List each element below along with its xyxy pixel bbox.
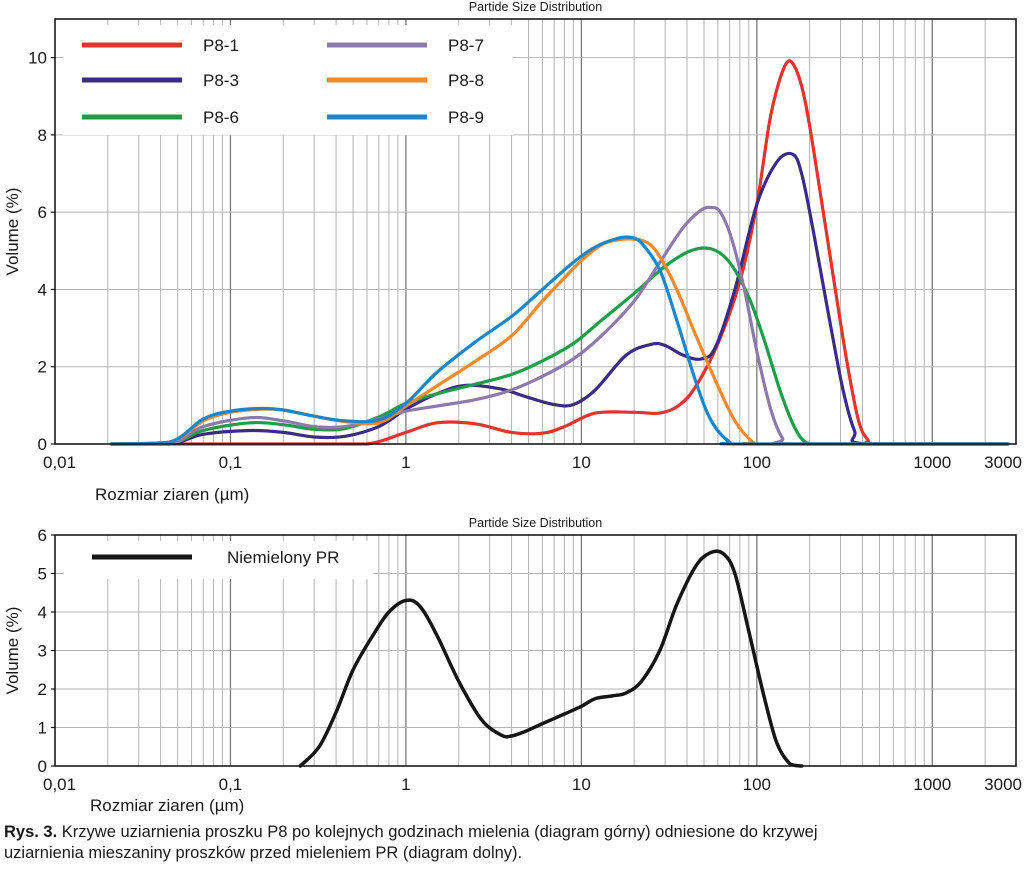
legend-background [63, 541, 373, 579]
y-tick-label: 10 [28, 49, 47, 68]
x-tick-label: 100 [743, 775, 771, 794]
legend: P8-1 P8-3 P8-6 P8-7 P8-8 P8-9 [82, 36, 484, 127]
y-tick-label: 0 [38, 757, 47, 776]
caption-label: Rys. 3. [4, 823, 58, 841]
x-tick-label: 10 [572, 775, 591, 794]
figure-caption: Rys. 3. Krzywe uziarnienia proszku P8 po… [4, 822, 1020, 864]
x-tick-label: 0,1 [219, 453, 243, 472]
x-axis-label: Rozmiar ziaren (µm) [90, 796, 244, 815]
y-tick-label: 3 [38, 642, 47, 661]
lower-chart: Niemielony PR Partide Size Distribution 0 1… [3, 516, 1022, 815]
y-tick-label: 6 [38, 203, 47, 222]
x-tick-label: 3000 [984, 775, 1022, 794]
x-tick-label: 1000 [913, 775, 951, 794]
y-tick-label: 1 [38, 719, 47, 738]
caption-line-1: Rys. 3. Krzywe uziarnienia proszku P8 po… [4, 822, 1020, 843]
y-tick-label: 4 [38, 280, 47, 299]
plot-frame [54, 18, 1017, 445]
x-tick-label: 10 [572, 453, 591, 472]
x-tick-label: 1 [401, 775, 410, 794]
x-tick-label: 3000 [984, 453, 1022, 472]
y-tick-label: 4 [38, 603, 47, 622]
legend-label: Niemielony PR [227, 548, 339, 567]
series-line-p8-7 [109, 205, 1010, 446]
series-line-p8-3 [109, 151, 1010, 446]
series-line-niemielony-pr [298, 549, 804, 768]
x-axis-label: Rozmiar ziaren (µm) [95, 485, 249, 504]
legend-label: P8-1 [203, 36, 239, 55]
legend: Niemielony PR [92, 548, 339, 567]
series-line-p8-9 [109, 235, 1010, 446]
upper-chart: P8-1 P8-3 P8-6 P8-7 P8-8 P8-9 Partide Size Dis… [3, 0, 1022, 504]
y-tick-label: 5 [38, 565, 47, 584]
legend-label: P8-3 [203, 71, 239, 90]
series-line-p8-6 [109, 246, 1010, 446]
y-axis-label: Volume (%) [3, 188, 22, 276]
x-tick-label: 1 [401, 453, 410, 472]
caption-line-2: uziarnienia mieszaniny proszków przed mi… [4, 844, 523, 862]
x-tick-label: 0,01 [43, 775, 76, 794]
legend-label: P8-9 [448, 108, 484, 127]
y-tick-label: 2 [38, 358, 47, 377]
y-tick-label: 2 [38, 680, 47, 699]
x-tick-label: 0,1 [219, 775, 243, 794]
legend-label: P8-6 [203, 108, 239, 127]
particle-size-figure: P8-1 P8-3 P8-6 P8-7 P8-8 P8-9 Partide Size Dis… [3, 0, 1022, 815]
x-tick-label: 1000 [913, 453, 951, 472]
y-tick-label: 8 [38, 126, 47, 145]
x-tick-label: 0,01 [43, 453, 76, 472]
caption-text-1: Krzywe uziarnienia proszku P8 po kolejny… [61, 823, 818, 841]
y-axis-label: Volume (%) [3, 607, 22, 695]
x-tick-label: 100 [743, 453, 771, 472]
chart-title: Partide Size Distribution [469, 516, 602, 530]
legend-label: P8-8 [448, 71, 484, 90]
chart-title: Partide Size Distribution [469, 0, 602, 14]
y-tick-label: 0 [38, 435, 47, 454]
y-tick-label: 6 [38, 526, 47, 545]
legend-label: P8-7 [448, 36, 484, 55]
